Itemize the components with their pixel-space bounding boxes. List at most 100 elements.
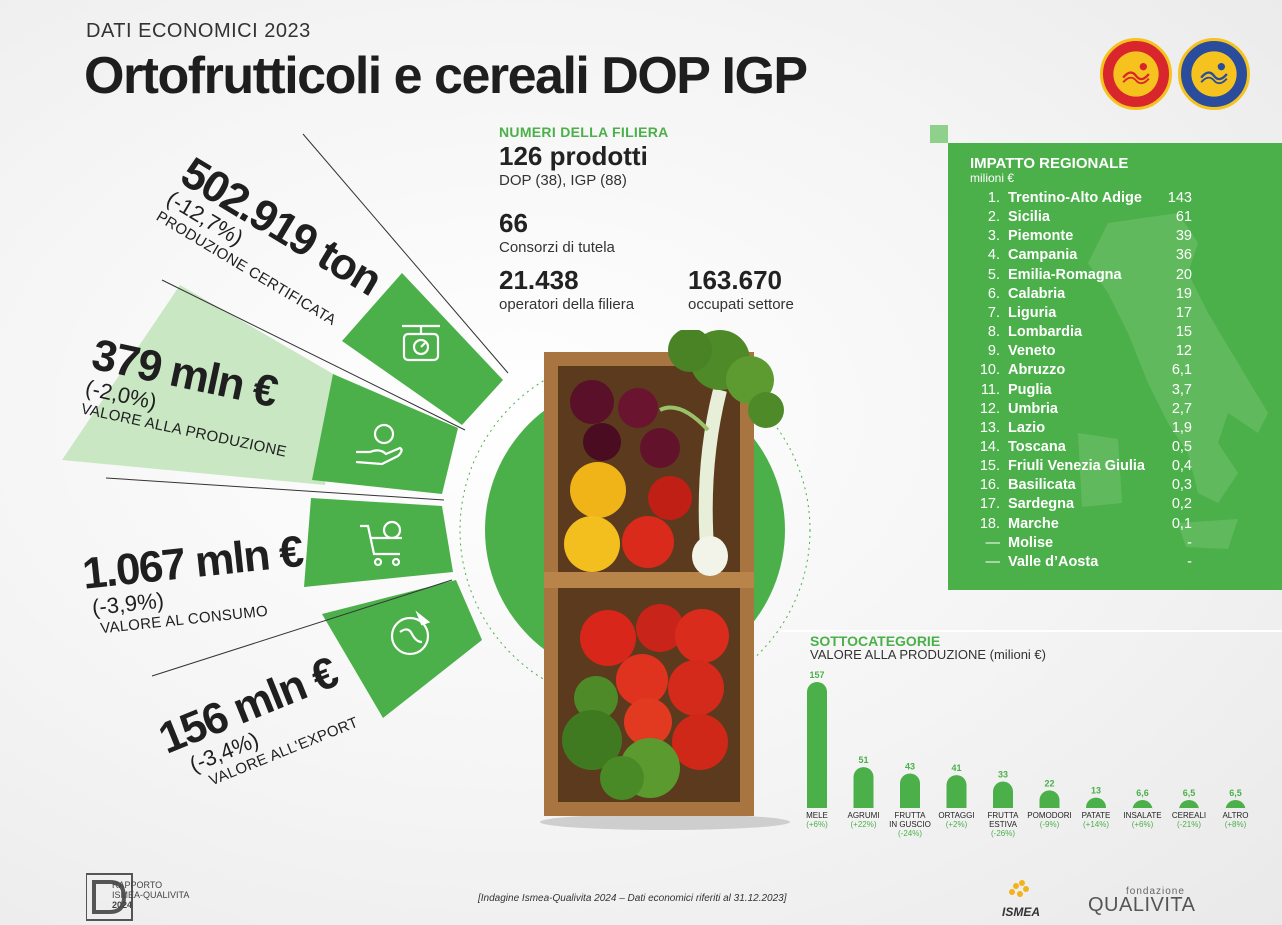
segment-export	[322, 580, 482, 718]
category-label: MELE	[806, 811, 828, 820]
report-logo-line: RAPPORTO	[112, 880, 163, 890]
regional-name: Piemonte	[1008, 228, 1074, 245]
regional-name: Veneto	[1008, 343, 1056, 360]
regional-name: Molise	[1008, 534, 1054, 551]
regional-row: 7. Liguria 17	[970, 305, 1192, 324]
bar-value-label: 43	[905, 761, 915, 771]
regional-row: — Valle d’Aosta -	[970, 553, 1193, 573]
regional-rank: 14.	[979, 438, 1000, 455]
regional-name: Abruzzo	[1008, 362, 1066, 379]
category-label: INSALATE	[1123, 811, 1161, 820]
bar-value-label: 13	[1091, 786, 1101, 796]
regional-value: 3,7	[1171, 381, 1192, 398]
regional-row: 1. Trentino-Alto Adige 143	[970, 190, 1192, 209]
regional-name: Basilicata	[1008, 477, 1076, 494]
bar	[993, 781, 1013, 808]
regional-panel	[948, 143, 1282, 590]
category-change-label: (+8%)	[1225, 820, 1247, 829]
regional-rank: —	[985, 534, 1001, 551]
regional-unit: milioni €	[970, 171, 1015, 185]
category-change-label: (-26%)	[991, 829, 1015, 838]
vegetable-crate-illustration	[540, 330, 790, 830]
report-logo: RAPPORTO ISMEA-QUALIVITA 2024	[85, 872, 206, 925]
regional-rank: 10.	[979, 362, 1000, 379]
center-orbit	[459, 354, 811, 706]
regional-rank: 13.	[979, 419, 1000, 436]
regional-name: Puglia	[1008, 381, 1052, 398]
regional-value: 0,2	[1171, 496, 1192, 513]
category-label: CEREALI	[1172, 811, 1206, 820]
bar	[946, 775, 967, 808]
category-change-label: (-9%)	[1040, 820, 1060, 829]
occupati-value: 163.670	[688, 265, 782, 295]
regional-value: 20	[1175, 266, 1192, 283]
regional-rank: 6.	[987, 285, 1000, 302]
ismea-logo: ISMEA	[1002, 880, 1042, 919]
bar-value-label: 51	[858, 755, 868, 765]
regional-value: 6,1	[1171, 362, 1192, 379]
regional-rank: 12.	[979, 400, 1000, 417]
regional-value: 1,9	[1171, 419, 1192, 436]
operatori-sub: operatori della filiera	[499, 296, 635, 313]
regional-value: 15	[1175, 324, 1192, 341]
regional-value: 0,1	[1171, 515, 1192, 532]
regional-value: 0,5	[1171, 438, 1192, 455]
category-label: FRUTTA	[895, 811, 927, 820]
regional-row: 17. Sardegna 0,2	[970, 496, 1192, 515]
regional-name: Friuli Venezia Giulia	[1008, 458, 1145, 475]
bar	[1179, 800, 1199, 810]
regional-rank: 4.	[987, 247, 1000, 264]
category-change-label: (+2%)	[946, 820, 968, 829]
regional-name: Emilia-Romagna	[1008, 266, 1122, 283]
regional-row: 9. Veneto 12	[970, 343, 1192, 362]
category-change-label: (+14%)	[1083, 820, 1109, 829]
regional-name: Lazio	[1008, 419, 1046, 436]
regional-row: 2. Sicilia 61	[970, 209, 1192, 228]
filiera-operatori: 21.438 operatori della filiera	[499, 265, 634, 313]
highlight-wedge	[62, 285, 335, 485]
regional-name: Trentino-Alto Adige	[1008, 190, 1142, 206]
report-logo-line: ISMEA-QUALIVITA	[112, 890, 190, 900]
category-change-label: (+6%)	[1132, 820, 1154, 829]
category-label: POMODORI	[1027, 811, 1071, 820]
section-divider	[780, 630, 1282, 632]
regional-value: 19	[1175, 285, 1192, 302]
regional-rank: 11.	[980, 381, 1000, 398]
ismea-logo-text: ISMEA	[1002, 905, 1041, 919]
bar	[853, 767, 874, 808]
regional-rank: 8.	[987, 324, 1000, 341]
category-label: ORTAGGI	[938, 811, 974, 820]
prodotti-value: 126 prodotti	[499, 141, 648, 171]
regional-value: 36	[1175, 247, 1192, 264]
bar-value-label: 22	[1044, 778, 1054, 788]
igp-seal-icon	[1178, 38, 1250, 110]
subcategories-subtitle: VALORE ALLA PRODUZIONE (milioni €)	[810, 647, 1046, 662]
category-label: ESTIVA	[989, 820, 1018, 829]
regional-row: 6. Calabria 19	[970, 286, 1192, 305]
globe-plane-icon	[390, 610, 431, 656]
regional-rank: 16.	[979, 477, 1000, 494]
category-label: ALTRO	[1222, 811, 1248, 820]
regional-rank: —	[985, 553, 1001, 570]
regional-rank: 7.	[987, 304, 1000, 321]
regional-value: 61	[1175, 209, 1192, 226]
bar-value-label: 6,6	[1136, 788, 1149, 798]
regional-rank: 2.	[987, 209, 1000, 226]
regional-row: 13. Lazio 1,9	[970, 420, 1192, 439]
qualivita-logo-big: QUALIVITA	[1088, 894, 1196, 916]
regional-rank: 15.	[979, 458, 1000, 475]
regional-name: Campania	[1008, 247, 1078, 264]
leader-line	[151, 579, 453, 677]
dop-seal-icon	[1100, 38, 1172, 110]
category-change-label: (+22%)	[850, 820, 876, 829]
filiera-consorzi: 66 Consorzi di tutela	[499, 208, 615, 256]
prodotti-sub: DOP (38), IGP (88)	[499, 172, 627, 189]
regional-row: 18. Marche 0,1	[970, 516, 1192, 535]
regional-row: — Molise -	[970, 534, 1193, 554]
regional-name: Umbria	[1008, 400, 1058, 417]
regional-rank: 9.	[987, 343, 1000, 360]
bar	[1225, 800, 1246, 810]
regional-rank: 1.	[987, 190, 1000, 206]
regional-rank: 17.	[979, 496, 1000, 513]
category-label: IN GUSCIO	[889, 820, 931, 829]
